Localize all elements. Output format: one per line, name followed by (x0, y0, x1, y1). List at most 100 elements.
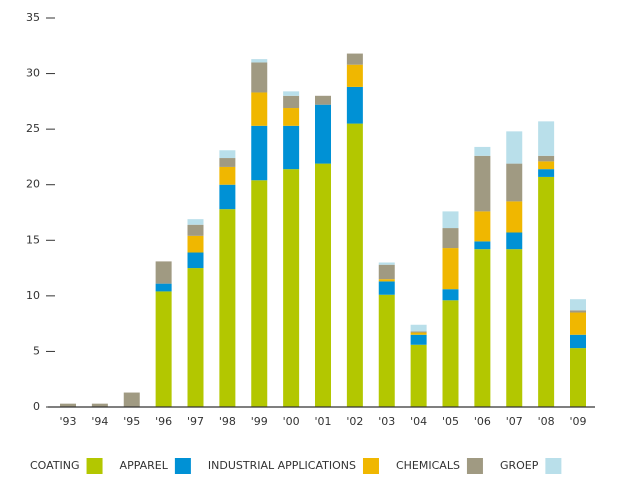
bar-segment (155, 283, 172, 292)
x-tick-label: '08 (538, 415, 555, 428)
bar-segment (187, 219, 204, 225)
y-tick-label: 5 (33, 344, 40, 357)
x-tick-label: '94 (91, 415, 108, 428)
bar-segment (155, 261, 172, 284)
bar-segment (538, 169, 555, 177)
bar-segment (219, 150, 236, 159)
y-tick-label: 25 (26, 122, 40, 135)
bar-segment (506, 249, 523, 407)
bar-segment (187, 235, 204, 253)
bar-segment (91, 403, 108, 407)
y-tick-label: 0 (33, 400, 40, 413)
bar-segment (474, 146, 491, 156)
bar-segment (187, 252, 204, 269)
bar-segment (219, 166, 236, 185)
bar-segment (442, 289, 459, 301)
legend-label: APPAREL (120, 459, 169, 472)
y-tick-label: 30 (26, 67, 40, 80)
y-tick-label: 20 (26, 178, 40, 191)
x-tick-label: '06 (474, 415, 491, 428)
x-tick-label: '00 (283, 415, 300, 428)
bar-segment (378, 281, 395, 295)
x-tick-label: '07 (506, 415, 523, 428)
bar-segment (315, 104, 331, 164)
bar-segment (283, 169, 300, 407)
y-tick-label: 35 (26, 11, 40, 24)
bar-segment (538, 161, 555, 170)
x-tick-label: '04 (410, 415, 427, 428)
bar-segment (378, 279, 395, 282)
legend-label: CHEMICALS (396, 459, 460, 472)
bar-segment (410, 331, 427, 333)
bar-segment (187, 224, 204, 236)
bar-segment (442, 300, 459, 407)
x-tick-label: '03 (378, 415, 395, 428)
bar-segment (251, 92, 268, 126)
y-tick-label: 15 (26, 233, 40, 246)
bar-segment (315, 95, 331, 105)
legend-swatch (86, 458, 103, 474)
bar-segment (570, 310, 586, 313)
legend-swatch (545, 458, 562, 474)
legend-label: INDUSTRIAL APPLICATIONS (208, 459, 356, 472)
bar-segment (474, 155, 491, 212)
x-tick-label: '96 (155, 415, 172, 428)
x-tick-label: '99 (251, 415, 268, 428)
bar-segment (506, 232, 523, 250)
x-tick-label: '98 (219, 415, 236, 428)
bar-segment (155, 291, 172, 407)
bar-segment (474, 211, 491, 242)
bar-segment (474, 249, 491, 407)
bar-segment (346, 64, 363, 87)
bar-segment (378, 262, 395, 265)
bar-segment (538, 176, 555, 407)
bar-segment (410, 334, 427, 345)
bar-segment (251, 59, 268, 63)
bar-segment (60, 403, 76, 407)
bar-segment (410, 324, 427, 332)
bar-segment (219, 209, 236, 407)
bar-segment (570, 299, 586, 311)
legend-label: COATING (30, 459, 80, 472)
bar-segment (346, 123, 363, 407)
x-tick-label: '01 (314, 415, 331, 428)
bar-segment (219, 184, 236, 210)
bar-segment (474, 241, 491, 250)
bar-segment (346, 86, 363, 124)
legend-swatch (466, 458, 483, 474)
bar-segment (283, 91, 300, 96)
bar-segment (442, 248, 459, 290)
bar-segment (378, 264, 395, 280)
bar-segment (506, 201, 523, 233)
x-tick-label: '09 (569, 415, 586, 428)
bar-segment (570, 348, 586, 407)
bar-segment (506, 131, 523, 164)
bar-segment (570, 334, 586, 349)
bar-segment (251, 62, 268, 93)
bar-segment (538, 155, 555, 162)
x-tick-label: '97 (187, 415, 204, 428)
bar-segment (251, 180, 268, 407)
y-tick-label: 10 (26, 289, 40, 302)
bar-segment (506, 163, 523, 202)
bar-segment (283, 95, 300, 109)
x-tick-label: '05 (442, 415, 459, 428)
bar-segment (219, 158, 236, 167)
bar-segment (315, 163, 331, 407)
bar-segment (410, 332, 427, 335)
x-tick-label: '93 (59, 415, 76, 428)
bar-segment (538, 121, 555, 156)
bar-segment (378, 294, 395, 407)
bar-segment (283, 125, 300, 170)
bar-segment (123, 392, 140, 407)
bar-segment (442, 228, 459, 249)
legend-swatch (362, 458, 379, 474)
bar-segment (251, 125, 268, 181)
x-tick-label: '95 (123, 415, 140, 428)
legend-label: GROEP (500, 459, 539, 472)
bar-segment (410, 344, 427, 407)
bar-segment (570, 312, 586, 335)
legend-swatch (174, 458, 191, 474)
bar-segment (283, 108, 300, 126)
